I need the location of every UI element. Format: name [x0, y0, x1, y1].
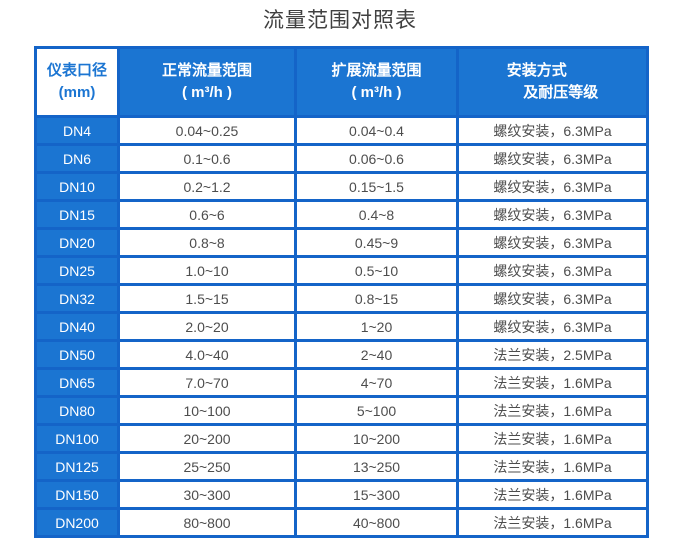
header-installation-line2: 及耐压等级	[523, 84, 599, 101]
diameter-cell: DN10	[37, 174, 117, 199]
table-row: DN10 0.2~1.2 0.15~1.5 螺纹安装，6.3MPa	[37, 174, 646, 199]
extended-range-cell: 15~300	[297, 482, 456, 507]
diameter-cell: DN40	[37, 314, 117, 339]
normal-range-cell: 30~300	[120, 482, 294, 507]
extended-range-cell: 0.45~9	[297, 230, 456, 255]
installation-cell: 法兰安装，1.6MPa	[459, 426, 646, 451]
normal-range-cell: 20~200	[120, 426, 294, 451]
header-diameter-line1: 仪表口径	[46, 62, 107, 79]
normal-range-cell: 0.6~6	[120, 202, 294, 227]
installation-cell: 螺纹安装，6.3MPa	[459, 258, 646, 283]
column-header-normal-flow: 正常流量范围 ( m³/h )	[120, 49, 294, 115]
diameter-cell: DN50	[37, 342, 117, 367]
extended-range-cell: 10~200	[297, 426, 456, 451]
installation-cell: 螺纹安装，6.3MPa	[459, 314, 646, 339]
table-row: DN50 4.0~40 2~40 法兰安装，2.5MPa	[37, 342, 646, 367]
normal-range-cell: 80~800	[120, 510, 294, 535]
header-normal-flow-line1: 正常流量范围	[161, 62, 252, 79]
diameter-cell: DN15	[37, 202, 117, 227]
installation-cell: 法兰安装，1.6MPa	[459, 454, 646, 479]
installation-cell: 螺纹安装，6.3MPa	[459, 118, 646, 143]
table-row: DN65 7.0~70 4~70 法兰安装，1.6MPa	[37, 370, 646, 395]
diameter-cell: DN200	[37, 510, 117, 535]
normal-range-cell: 7.0~70	[120, 370, 294, 395]
table-row: DN15 0.6~6 0.4~8 螺纹安装，6.3MPa	[37, 202, 646, 227]
header-extended-flow-line2: ( m³/h )	[351, 84, 402, 101]
diameter-cell: DN6	[37, 146, 117, 171]
table-row: DN40 2.0~20 1~20 螺纹安装，6.3MPa	[37, 314, 646, 339]
diameter-cell: DN100	[37, 426, 117, 451]
diameter-cell: DN125	[37, 454, 117, 479]
table-row: DN25 1.0~10 0.5~10 螺纹安装，6.3MPa	[37, 258, 646, 283]
extended-range-cell: 13~250	[297, 454, 456, 479]
table-row: DN100 20~200 10~200 法兰安装，1.6MPa	[37, 426, 646, 451]
header-normal-flow-line2: ( m³/h )	[181, 84, 232, 101]
flow-range-table: 仪表口径 (mm) 正常流量范围 ( m³/h ) 扩展流量范围 ( m³/h …	[34, 46, 649, 538]
diameter-cell: DN65	[37, 370, 117, 395]
flow-table-body: DN4 0.04~0.25 0.04~0.4 螺纹安装，6.3MPa DN6 0.1~0.…	[37, 118, 646, 535]
table-row: DN150 30~300 15~300 法兰安装，1.6MPa	[37, 482, 646, 507]
table-row: DN200 80~800 40~800 法兰安装，1.6MPa	[37, 510, 646, 535]
extended-range-cell: 0.8~15	[297, 286, 456, 311]
diameter-cell: DN32	[37, 286, 117, 311]
normal-range-cell: 2.0~20	[120, 314, 294, 339]
extended-range-cell: 0.5~10	[297, 258, 456, 283]
normal-range-cell: 0.1~0.6	[120, 146, 294, 171]
normal-range-cell: 4.0~40	[120, 342, 294, 367]
table-row: DN20 0.8~8 0.45~9 螺纹安装，6.3MPa	[37, 230, 646, 255]
table-row: DN4 0.04~0.25 0.04~0.4 螺纹安装，6.3MPa	[37, 118, 646, 143]
diameter-cell: DN20	[37, 230, 117, 255]
column-header-installation: 安装方式 及耐压等级	[459, 49, 646, 115]
normal-range-cell: 0.8~8	[120, 230, 294, 255]
extended-range-cell: 0.06~0.6	[297, 146, 456, 171]
installation-cell: 螺纹安装，6.3MPa	[459, 230, 646, 255]
diameter-cell: DN4	[37, 118, 117, 143]
page-title: 流量范围对照表	[263, 9, 417, 32]
installation-cell: 螺纹安装，6.3MPa	[459, 286, 646, 311]
extended-range-cell: 0.15~1.5	[297, 174, 456, 199]
installation-cell: 法兰安装，1.6MPa	[459, 370, 646, 395]
header-extended-flow-line1: 扩展流量范围	[331, 62, 422, 79]
table-row: DN80 10~100 5~100 法兰安装，1.6MPa	[37, 398, 646, 423]
normal-range-cell: 0.2~1.2	[120, 174, 294, 199]
installation-cell: 法兰安装，1.6MPa	[459, 510, 646, 535]
normal-range-cell: 10~100	[120, 398, 294, 423]
table-header: 仪表口径 (mm) 正常流量范围 ( m³/h ) 扩展流量范围 ( m³/h …	[37, 49, 646, 115]
header-diameter-line2: (mm)	[58, 84, 96, 101]
installation-cell: 螺纹安装，6.3MPa	[459, 146, 646, 171]
header-row: 仪表口径 (mm) 正常流量范围 ( m³/h ) 扩展流量范围 ( m³/h …	[37, 49, 646, 115]
installation-cell: 螺纹安装，6.3MPa	[459, 174, 646, 199]
extended-range-cell: 5~100	[297, 398, 456, 423]
extended-range-cell: 1~20	[297, 314, 456, 339]
extended-range-cell: 0.04~0.4	[297, 118, 456, 143]
extended-range-cell: 4~70	[297, 370, 456, 395]
normal-range-cell: 1.0~10	[120, 258, 294, 283]
diameter-cell: DN150	[37, 482, 117, 507]
table-row: DN6 0.1~0.6 0.06~0.6 螺纹安装，6.3MPa	[37, 146, 646, 171]
normal-range-cell: 0.04~0.25	[120, 118, 294, 143]
normal-range-cell: 1.5~15	[120, 286, 294, 311]
normal-range-cell: 25~250	[120, 454, 294, 479]
installation-cell: 螺纹安装，6.3MPa	[459, 202, 646, 227]
extended-range-cell: 2~40	[297, 342, 456, 367]
installation-cell: 法兰安装，1.6MPa	[459, 398, 646, 423]
installation-cell: 法兰安装，2.5MPa	[459, 342, 646, 367]
column-header-extended-flow: 扩展流量范围 ( m³/h )	[297, 49, 456, 115]
header-installation-line1: 安装方式	[506, 62, 567, 79]
diameter-cell: DN80	[37, 398, 117, 423]
table-row: DN125 25~250 13~250 法兰安装，1.6MPa	[37, 454, 646, 479]
installation-cell: 法兰安装，1.6MPa	[459, 482, 646, 507]
column-header-diameter: 仪表口径 (mm)	[37, 49, 117, 115]
extended-range-cell: 0.4~8	[297, 202, 456, 227]
extended-range-cell: 40~800	[297, 510, 456, 535]
table-row: DN32 1.5~15 0.8~15 螺纹安装，6.3MPa	[37, 286, 646, 311]
diameter-cell: DN25	[37, 258, 117, 283]
